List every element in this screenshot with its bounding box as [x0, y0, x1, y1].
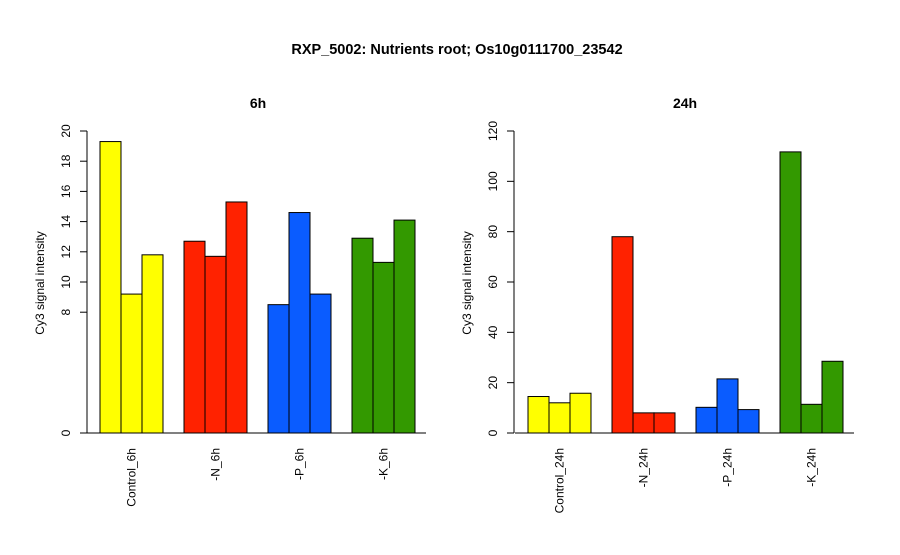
y-tick-label: 60 [486, 275, 500, 289]
y-tick-label: 10 [59, 275, 73, 289]
panel-24h: 24h Cy3 signal intensity Control_24h -N_2… [460, 95, 854, 513]
panel-6h: 6h Cy3 signal intensity Control_6h -N_6h -… [33, 95, 426, 507]
bar--K_6h-rep2 [372, 261, 395, 434]
y-tick-label: 8 [59, 309, 73, 316]
bar--K_6h-rep3 [393, 219, 416, 434]
y-tick-label: 0 [59, 429, 73, 436]
y-axis-label-6h: Cy3 signal intensity [33, 231, 47, 334]
bar--K_24h-rep3 [821, 360, 844, 434]
bar-Control_6h-rep2 [120, 293, 143, 434]
bar--P_24h-rep3 [737, 409, 760, 434]
panel-title-6h: 6h [250, 95, 266, 111]
bar--P_6h-rep3 [309, 293, 332, 434]
category-label: -N_24h [637, 448, 651, 487]
panel-title-24h: 24h [673, 95, 697, 111]
category-label: -P_24h [721, 448, 735, 487]
y-tick-label: 12 [59, 245, 73, 259]
category-label: -P_6h [293, 448, 307, 480]
bar-Control_24h-rep1 [527, 396, 550, 434]
y-tick-label: 14 [59, 215, 73, 229]
category-label: Control_24h [553, 448, 567, 513]
y-axis-label-24h: Cy3 signal intensity [460, 231, 474, 334]
category-label: -N_6h [209, 448, 223, 481]
bar--N_6h-rep2 [204, 255, 227, 434]
bar--P_6h-rep1 [267, 304, 290, 434]
y-tick-label: 16 [59, 184, 73, 198]
y-tick-label: 120 [486, 121, 500, 141]
bar--P_24h-rep1 [695, 406, 718, 434]
bar-Control_24h-rep3 [569, 392, 592, 434]
bar--N_6h-rep3 [225, 201, 248, 434]
bar--N_24h-rep3 [653, 412, 676, 434]
category-label: -K_24h [805, 448, 819, 487]
bar--N_24h-rep2 [632, 412, 655, 434]
y-tick-label: 20 [59, 124, 73, 138]
bar-Control_6h-rep1 [99, 141, 122, 434]
bar--N_24h-rep1 [611, 236, 634, 434]
y-tick-label: 40 [486, 325, 500, 339]
category-label: Control_6h [125, 448, 139, 507]
main-title: RXP_5002: Nutrients root; Os10g0111700_2… [291, 42, 622, 58]
bar--K_6h-rep1 [351, 237, 374, 434]
bar-Control_24h-rep2 [548, 402, 571, 434]
y-tick-label: 80 [486, 225, 500, 239]
y-tick-label: 20 [486, 376, 500, 390]
y-tick-label: 0 [486, 429, 500, 436]
y-tick-label: 100 [486, 171, 500, 191]
y-tick-label: 18 [59, 154, 73, 168]
category-label: -K_6h [377, 448, 391, 480]
bar-Control_6h-rep3 [141, 254, 164, 434]
bar--P_6h-rep2 [288, 212, 311, 434]
bar--K_24h-rep2 [800, 403, 823, 434]
bar--P_24h-rep2 [716, 378, 739, 434]
bar--N_6h-rep1 [183, 240, 206, 434]
bar--K_24h-rep1 [779, 151, 802, 434]
